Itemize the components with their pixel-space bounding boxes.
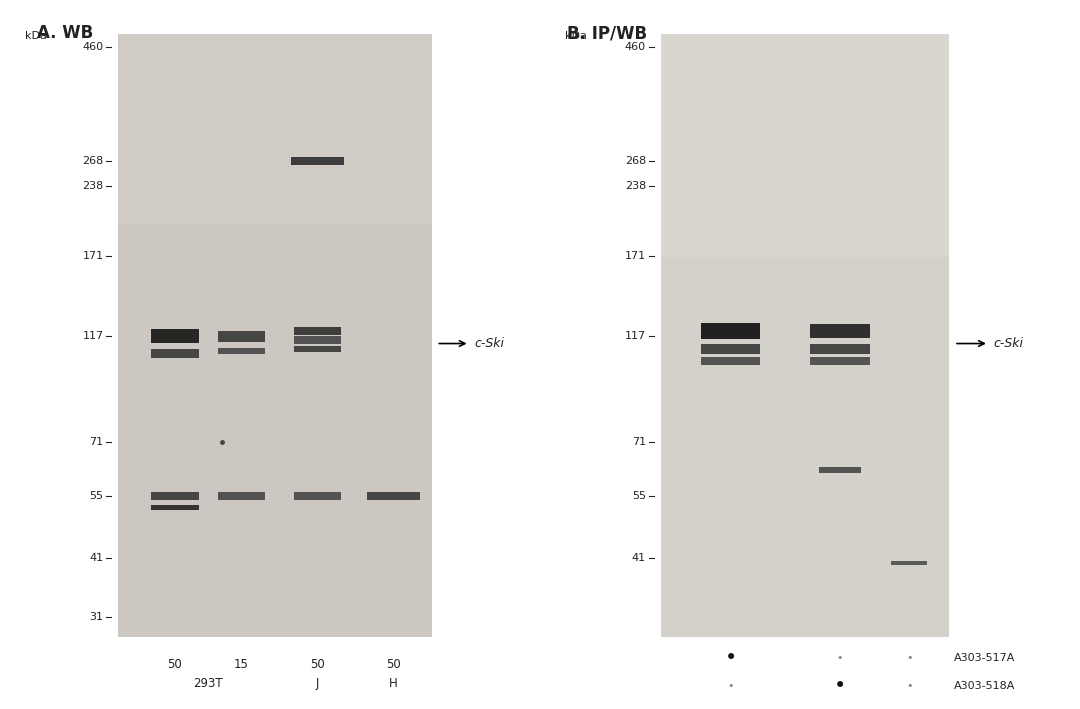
Bar <box>701 323 760 339</box>
Bar <box>294 327 341 335</box>
Bar <box>661 34 949 637</box>
Text: J: J <box>315 677 320 691</box>
Bar <box>661 34 949 257</box>
Text: 293T: 293T <box>193 677 224 691</box>
Bar <box>292 157 343 165</box>
Bar <box>151 491 199 500</box>
Text: 41: 41 <box>632 552 646 562</box>
Text: 117: 117 <box>625 331 646 341</box>
Bar <box>294 491 341 500</box>
Bar <box>151 349 199 357</box>
Text: H: H <box>389 677 397 691</box>
Text: 171: 171 <box>625 251 646 261</box>
Text: •: • <box>906 681 913 691</box>
Bar <box>218 491 266 500</box>
Bar <box>118 34 432 223</box>
Text: 50: 50 <box>310 659 325 671</box>
Bar <box>151 329 199 343</box>
Text: B. IP/WB: B. IP/WB <box>567 24 647 43</box>
Bar <box>701 345 760 354</box>
Text: A. WB: A. WB <box>37 24 93 43</box>
Text: kDa: kDa <box>25 31 46 41</box>
Text: 41: 41 <box>90 552 104 562</box>
Text: 268: 268 <box>625 156 646 166</box>
Bar <box>367 491 420 500</box>
Bar <box>151 505 199 510</box>
Text: •: • <box>727 681 733 691</box>
Bar <box>218 348 266 354</box>
Text: 55: 55 <box>90 491 104 501</box>
Text: 71: 71 <box>632 437 646 447</box>
Text: 171: 171 <box>82 251 104 261</box>
Text: •: • <box>837 654 843 664</box>
Text: 238: 238 <box>82 182 104 191</box>
Bar <box>294 346 341 352</box>
Text: •: • <box>725 649 737 669</box>
Bar <box>810 345 869 354</box>
Text: 117: 117 <box>82 331 104 341</box>
Bar <box>891 561 928 565</box>
Bar <box>701 357 760 365</box>
Text: 238: 238 <box>625 182 646 191</box>
Text: 460: 460 <box>625 42 646 52</box>
Text: 15: 15 <box>234 659 248 671</box>
Bar <box>819 467 861 474</box>
Bar <box>294 336 341 344</box>
Text: •: • <box>834 676 846 696</box>
Text: c-Ski: c-Ski <box>474 337 504 350</box>
Text: 55: 55 <box>632 491 646 501</box>
Text: A303-517A: A303-517A <box>954 654 1015 664</box>
Text: 71: 71 <box>90 437 104 447</box>
Text: c-Ski: c-Ski <box>994 337 1024 350</box>
Text: 50: 50 <box>387 659 401 671</box>
Text: 460: 460 <box>82 42 104 52</box>
Bar <box>810 323 869 338</box>
Bar <box>118 34 432 637</box>
Text: 50: 50 <box>167 659 183 671</box>
Text: 31: 31 <box>90 612 104 622</box>
Text: 268: 268 <box>82 156 104 166</box>
Text: •: • <box>906 654 913 664</box>
Bar <box>218 330 266 342</box>
Text: A303-518A: A303-518A <box>954 681 1015 691</box>
Bar <box>810 357 869 364</box>
Text: kDa: kDa <box>565 31 586 41</box>
Text: •: • <box>903 704 916 709</box>
